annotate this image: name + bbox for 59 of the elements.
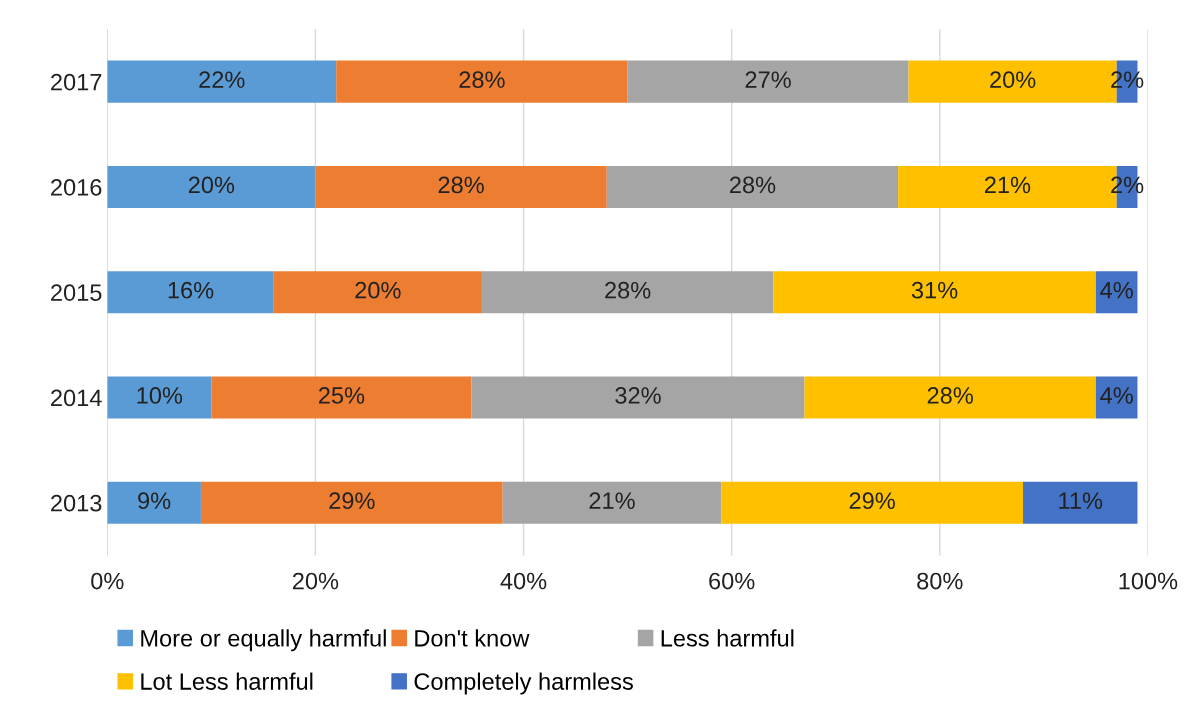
data-label: 28%: [438, 176, 484, 194]
data-label: 21%: [589, 492, 635, 509]
data-label: 28%: [459, 71, 505, 89]
legend-label: Lot Less harmful: [141, 672, 313, 690]
x-tick-label: 0%: [91, 572, 124, 590]
bar: [315, 165, 607, 208]
bar: [107, 376, 212, 419]
legend-label: Less harmful: [661, 629, 794, 647]
y-tick-label: 2015: [51, 284, 102, 301]
bar: [1023, 481, 1138, 524]
legend-label: More or equally harmful: [141, 629, 386, 652]
data-label: 20%: [188, 176, 235, 194]
bar: [336, 60, 628, 103]
bar: [804, 376, 1096, 419]
bar: [606, 165, 899, 208]
data-label: 28%: [730, 176, 776, 194]
bar: [471, 376, 805, 419]
data-label: 4%: [1100, 387, 1133, 404]
data-label: 29%: [329, 492, 375, 510]
bar: [502, 481, 722, 524]
data-label: 21%: [984, 176, 1031, 194]
data-label: 29%: [849, 492, 895, 510]
x-tick-label: 100%: [1119, 572, 1178, 590]
x-tick-label: 80%: [917, 572, 963, 590]
bar: [107, 481, 201, 524]
bar: [627, 60, 909, 103]
bar: [107, 165, 316, 208]
x-tick-label: 60%: [709, 572, 755, 590]
data-label: 10%: [137, 387, 183, 404]
y-tick-label: 2013: [51, 494, 102, 512]
legend-label: Don't know: [415, 629, 530, 647]
data-label: 20%: [355, 281, 401, 299]
bar: [273, 271, 482, 314]
bar: [107, 60, 337, 103]
bar: [481, 271, 774, 314]
y-tick-label: 2016: [51, 179, 102, 196]
data-label: 27%: [745, 71, 791, 88]
data-label: 4%: [1100, 281, 1133, 299]
data-label: 9%: [138, 492, 171, 510]
data-label: 20%: [990, 71, 1036, 89]
data-label: 32%: [615, 387, 661, 404]
bar: [721, 481, 1024, 524]
y-tick-label: 2017: [51, 73, 102, 91]
data-label: 11%: [1059, 492, 1103, 509]
bar: [211, 376, 472, 419]
data-label: 31%: [911, 281, 958, 299]
data-label: 25%: [318, 387, 365, 404]
data-label: 16%: [168, 281, 214, 299]
data-label: 22%: [199, 71, 245, 88]
x-tick-label: 20%: [292, 572, 339, 590]
bar: [200, 481, 503, 524]
bar: [107, 271, 274, 314]
bar: [773, 271, 1096, 314]
data-label: 28%: [605, 281, 651, 299]
x-tick-label: 40%: [500, 572, 547, 590]
y-tick-label: 2014: [51, 389, 102, 407]
data-label: 28%: [927, 387, 973, 404]
legend-label: Completely harmless: [414, 672, 633, 695]
bar: [1095, 376, 1138, 419]
